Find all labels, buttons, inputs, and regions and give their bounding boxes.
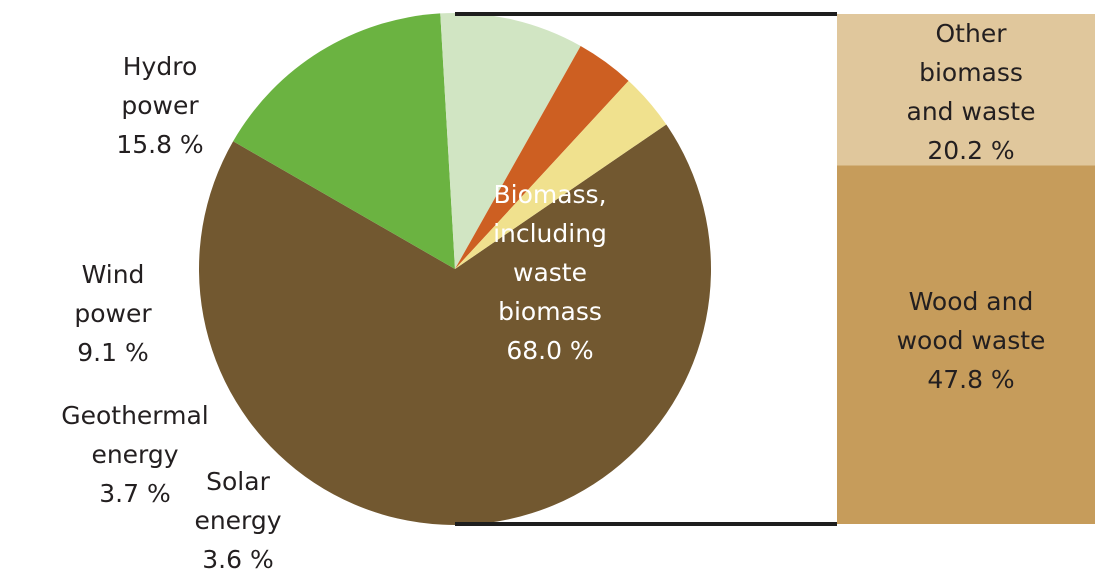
bar-segment-wood — [837, 165, 1095, 524]
pie-slice-geothermal — [455, 45, 629, 270]
slice-label-hydro: Hydro power 15.8 % — [116, 52, 204, 159]
slice-label-geothermal: Geothermal energy 3.7 % — [61, 401, 209, 508]
breakdown-bar — [837, 14, 1095, 524]
slice-label-biomass: Biomass, including waste biomass 68.0 % — [493, 180, 607, 365]
slice-label-wind: Wind power 9.1 % — [74, 260, 152, 367]
bar-segment-other-biomass — [837, 14, 1095, 166]
pie-slice-solar — [455, 80, 667, 269]
bar-label-wood: Wood and wood waste 47.8 % — [896, 287, 1046, 394]
connector-lines — [455, 12, 837, 526]
slice-label-solar: Solar energy 3.6 % — [194, 467, 282, 574]
pie-slice-hydro — [233, 13, 455, 270]
bar-label-other-biomass: Other biomass and waste 20.2 % — [906, 19, 1036, 165]
pie-slices — [198, 13, 711, 525]
pie-slice-biomass — [198, 124, 711, 525]
pie-slice-wind — [440, 13, 581, 269]
